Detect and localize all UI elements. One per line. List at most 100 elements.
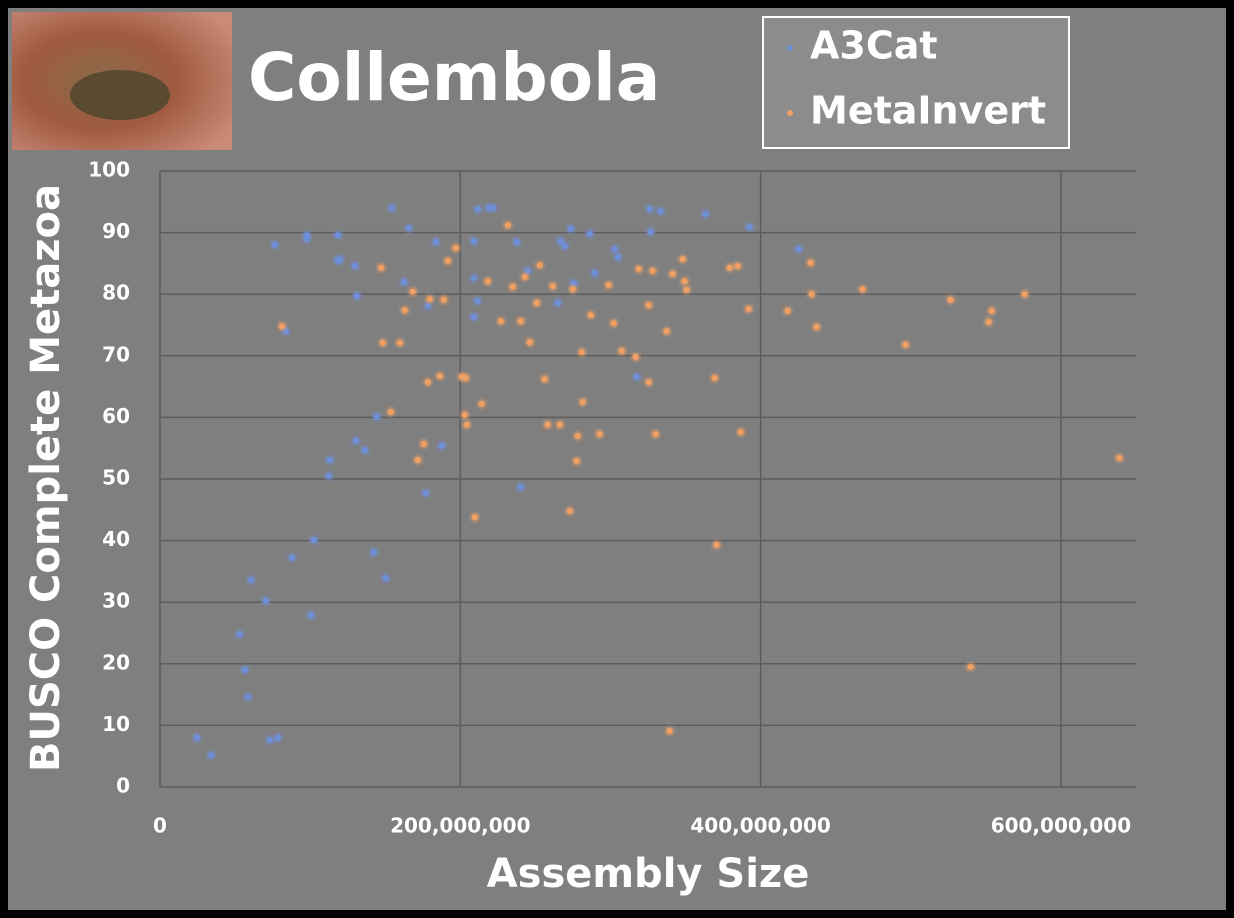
point [666, 727, 673, 734]
point [474, 297, 481, 304]
point [274, 734, 281, 741]
point [461, 411, 468, 418]
point [683, 286, 690, 293]
point [193, 734, 200, 741]
point [574, 432, 581, 439]
y-tick-label: 50 [102, 466, 130, 490]
point [1116, 455, 1123, 462]
point [474, 206, 481, 213]
y-tick-label: 80 [102, 281, 130, 305]
y-tick-label: 10 [102, 712, 130, 736]
point [596, 431, 603, 438]
point [947, 296, 954, 303]
point [424, 302, 431, 309]
point [554, 299, 561, 306]
point [470, 313, 477, 320]
x-tick-label: 200,000,000 [390, 814, 530, 838]
point [353, 293, 360, 300]
point [610, 320, 617, 327]
point [587, 312, 594, 319]
point [808, 291, 815, 298]
point [902, 341, 909, 348]
point [663, 328, 670, 335]
point [471, 514, 478, 521]
point [784, 307, 791, 314]
y-tick-label: 100 [88, 158, 130, 182]
point [373, 413, 380, 420]
point [382, 575, 389, 582]
point [517, 484, 524, 491]
point [985, 318, 992, 325]
point [544, 421, 551, 428]
point [533, 299, 540, 306]
point [657, 208, 664, 215]
point [517, 318, 524, 325]
point [271, 241, 278, 248]
point [737, 429, 744, 436]
photo-detail [70, 70, 170, 120]
point [409, 288, 416, 295]
point [652, 431, 659, 438]
y-tick-label: 20 [102, 650, 130, 674]
point [561, 243, 568, 250]
point [645, 302, 652, 309]
point [262, 597, 269, 604]
point [432, 238, 439, 245]
point [579, 399, 586, 405]
y-tick-label: 40 [102, 527, 130, 551]
point [247, 577, 254, 584]
point [401, 307, 408, 314]
point [504, 222, 511, 229]
point [414, 456, 421, 463]
point [334, 232, 341, 239]
point [400, 278, 407, 285]
x-tick-label: 400,000,000 [690, 814, 830, 838]
point [489, 204, 496, 211]
legend [762, 16, 1070, 149]
point [647, 228, 654, 235]
point [746, 224, 753, 231]
point [541, 376, 548, 383]
point [679, 256, 686, 263]
point [635, 265, 642, 272]
point [573, 458, 580, 465]
point [556, 421, 563, 428]
point [326, 456, 333, 463]
point [645, 379, 652, 386]
point [352, 437, 359, 444]
point [307, 612, 314, 619]
point [509, 283, 516, 290]
point [241, 666, 248, 673]
legend-marker [787, 45, 793, 51]
point [513, 238, 520, 245]
point [614, 254, 621, 261]
point [436, 373, 443, 380]
point [244, 694, 251, 701]
point [266, 737, 273, 744]
point [288, 554, 295, 561]
legend-marker [787, 110, 793, 116]
point [669, 270, 676, 277]
chart-title: Collembola [248, 39, 660, 116]
point [440, 296, 447, 303]
point [681, 278, 688, 285]
point [405, 225, 412, 232]
legend-label: MetaInvert [810, 89, 1046, 133]
point [646, 206, 653, 213]
point [463, 421, 470, 428]
point [208, 751, 215, 758]
point [611, 246, 618, 253]
point [567, 225, 574, 232]
point [361, 447, 368, 454]
point [591, 270, 598, 277]
y-tick-label: 30 [102, 589, 130, 613]
y-tick-label: 90 [102, 219, 130, 243]
point [424, 379, 431, 386]
point [236, 631, 243, 638]
point [426, 296, 433, 303]
legend-label: A3Cat [810, 24, 938, 68]
point [452, 245, 459, 251]
point [632, 354, 639, 361]
point [549, 283, 556, 290]
point [310, 536, 317, 543]
